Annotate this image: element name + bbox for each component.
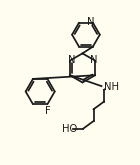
Text: N: N: [88, 17, 95, 27]
Text: N: N: [68, 55, 75, 65]
Text: NH: NH: [104, 82, 119, 92]
Text: N: N: [90, 55, 97, 65]
Text: F: F: [45, 106, 50, 116]
Text: HO: HO: [62, 124, 78, 134]
